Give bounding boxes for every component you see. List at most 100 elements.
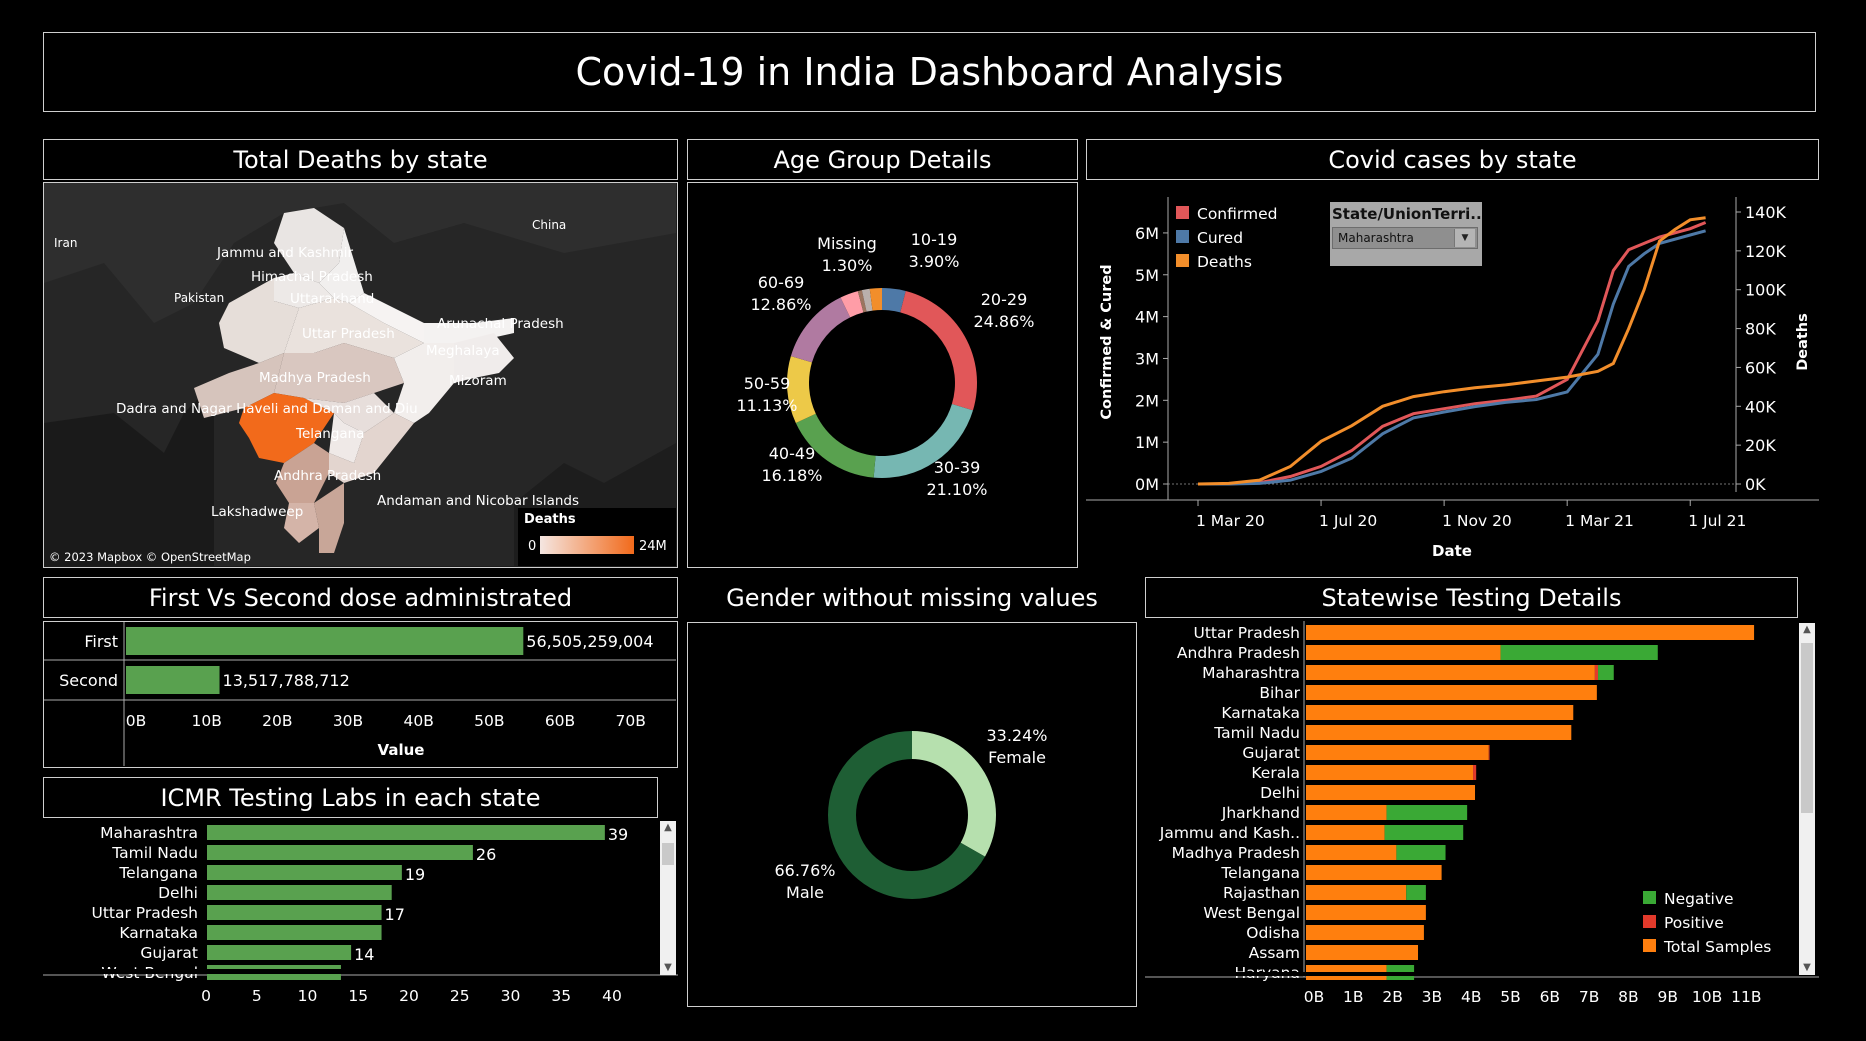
testing-bar-segment[interactable] — [1306, 865, 1442, 880]
testing-scrollbar[interactable]: ▲ ▼ — [1799, 623, 1815, 975]
doses-x-tick-label: 0B — [126, 712, 147, 730]
gender-slice[interactable] — [912, 731, 996, 857]
testing-legend-item[interactable]: Negative — [1643, 887, 1771, 911]
testing-bar-segment[interactable] — [1500, 645, 1658, 660]
testing-bar-segment[interactable] — [1384, 825, 1464, 840]
testing-bar-segment[interactable] — [1306, 685, 1597, 700]
age-group-donut-chart[interactable]: 10-19 3.90% 20-29 24.86% 30-39 21.10% 40-49 16.… — [688, 183, 1076, 566]
age-slice[interactable] — [787, 356, 816, 424]
cases-series-line[interactable] — [1197, 216, 1706, 486]
testing-bar-segment[interactable] — [1306, 665, 1595, 680]
cases-series-line[interactable] — [1197, 221, 1707, 486]
doses-x-tick-label: 10B — [191, 712, 221, 730]
icmr-bar[interactable] — [207, 825, 605, 840]
testing-bar-segment[interactable] — [1306, 785, 1476, 800]
testing-bar-segment[interactable] — [1406, 885, 1426, 900]
gender-slice-label: Male — [786, 883, 824, 902]
doses-bar[interactable] — [126, 627, 524, 655]
icmr-scrollbar[interactable]: ▲ ▼ — [660, 821, 676, 975]
testing-legend-item[interactable]: Total Samples — [1643, 935, 1771, 959]
map-attribution[interactable]: © 2023 Mapbox © OpenStreetMap — [49, 550, 251, 564]
age-slice-label: 60-69 — [758, 273, 805, 292]
testing-bar-segment[interactable] — [1306, 745, 1489, 760]
covid-cases-line-chart[interactable]: 0M 1M 2M 3M 4M 5M 6M 0K 20K 40K 60K 80K 100K 120K 140K… — [1086, 182, 1819, 568]
scroll-down-icon[interactable]: ▼ — [664, 962, 672, 973]
age-slice[interactable] — [873, 404, 973, 478]
testing-category-label: Bihar — [1259, 684, 1300, 702]
cases-y-tick-label: 3M — [1135, 349, 1159, 368]
cases-legend-item[interactable]: Deaths — [1176, 250, 1277, 274]
testing-category-label: Maharashtra — [1202, 664, 1300, 682]
testing-bar-segment[interactable] — [1396, 845, 1446, 860]
testing-bar-segment[interactable] — [1306, 625, 1755, 640]
doses-x-tick-label: 70B — [615, 712, 645, 730]
icmr-bar[interactable] — [207, 945, 352, 960]
age-slice[interactable] — [882, 288, 906, 313]
doses-bar-chart[interactable]: First 56,505,259,004 Second 13,517,788,712 0… — [44, 622, 676, 766]
testing-bar-segment[interactable] — [1306, 905, 1426, 920]
cases-y-tick-label: 1M — [1135, 433, 1159, 452]
testing-bar-segment[interactable] — [1306, 885, 1407, 900]
testing-bar-segment[interactable] — [1306, 645, 1501, 660]
cases-y-tick-label: 2M — [1135, 391, 1159, 410]
testing-bar-segment[interactable] — [1306, 705, 1574, 720]
age-slice[interactable] — [861, 288, 873, 312]
testing-bar-segment[interactable] — [1306, 825, 1385, 840]
statewise-testing-bar-chart[interactable]: Uttar Pradesh Andhra Pradesh Maharashtra Bi… — [1145, 621, 1819, 1011]
doses-bar[interactable] — [126, 666, 220, 694]
age-slice[interactable] — [795, 413, 876, 478]
age-slice[interactable] — [869, 288, 882, 311]
scroll-up-icon[interactable]: ▲ — [1803, 624, 1811, 635]
cases-legend-item[interactable]: Cured — [1176, 226, 1277, 250]
age-slice[interactable] — [840, 291, 864, 318]
age-slice[interactable] — [857, 290, 867, 313]
age-slice-pct: 11.13% — [736, 396, 797, 415]
icmr-value-label: 14 — [354, 945, 374, 964]
state-filter-title: State/UnionTerri.. — [1332, 205, 1482, 223]
testing-bar-segment[interactable] — [1306, 845, 1397, 860]
icmr-bar[interactable] — [207, 885, 392, 900]
deaths-map-panel[interactable]: Iran Pakistan China Jammu and Kashmir Hi… — [43, 182, 678, 568]
icmr-bar[interactable] — [207, 865, 402, 880]
testing-legend-item[interactable]: Positive — [1643, 911, 1771, 935]
testing-bar-segment[interactable] — [1306, 925, 1424, 940]
dashboard-title-box: Covid-19 in India Dashboard Analysis — [43, 32, 1816, 112]
testing-bar-segment[interactable] — [1598, 665, 1614, 680]
cases-legend-item[interactable]: Confirmed — [1176, 202, 1277, 226]
testing-bar-segment[interactable] — [1386, 805, 1468, 820]
state-filter-dropdown[interactable]: Maharashtra ▼ — [1332, 227, 1478, 249]
testing-bar-segment[interactable] — [1306, 945, 1419, 960]
cases-series-line[interactable] — [1198, 229, 1706, 486]
scroll-down-icon[interactable]: ▼ — [1803, 962, 1811, 973]
testing-bar-segment[interactable] — [1473, 765, 1477, 780]
testing-bar-segment[interactable] — [1306, 725, 1572, 740]
testing-bar-segment[interactable] — [1488, 745, 1490, 760]
doses-value-label: 56,505,259,004 — [526, 632, 653, 651]
age-slice[interactable] — [900, 291, 977, 411]
testing-bar-segment[interactable] — [1594, 665, 1599, 680]
icmr-bar[interactable] — [207, 845, 473, 860]
gender-slice[interactable] — [828, 731, 985, 899]
map-state-label: Uttarakhand — [290, 291, 374, 307]
gender-donut-chart[interactable]: 33.24% Female 66.76% Male — [688, 623, 1135, 1005]
testing-category-label: Tamil Nadu — [1213, 724, 1300, 742]
testing-bar-segment[interactable] — [1306, 765, 1474, 780]
icmr-bar[interactable] — [207, 905, 382, 920]
testing-scroll-thumb[interactable] — [1801, 643, 1813, 813]
testing-category-label: Telangana — [1220, 864, 1300, 882]
icmr-bar[interactable] — [207, 925, 382, 940]
icmr-x-tick-label: 10 — [298, 987, 318, 1005]
testing-bar-segment[interactable] — [1306, 805, 1387, 820]
age-slice[interactable] — [790, 297, 851, 363]
icmr-category-label: Delhi — [158, 884, 198, 902]
cases-y2-axis-title: Deaths — [1795, 313, 1811, 371]
deaths-map[interactable]: Iran Pakistan China Jammu and Kashmir Hi… — [44, 183, 676, 566]
doses-category-label: Second — [59, 671, 118, 690]
map-state-label: Himachal Pradesh — [251, 269, 373, 285]
chevron-down-icon[interactable]: ▼ — [1454, 229, 1475, 247]
icmr-scroll-thumb[interactable] — [662, 843, 674, 865]
testing-x-tick-label: 8B — [1618, 988, 1639, 1006]
scroll-up-icon[interactable]: ▲ — [664, 822, 672, 833]
icmr-labs-bar-chart[interactable]: Maharashtra 39 Tamil Nadu 26 Telangana 19 Delh… — [43, 821, 678, 1011]
testing-clip-mask — [1145, 972, 1799, 976]
